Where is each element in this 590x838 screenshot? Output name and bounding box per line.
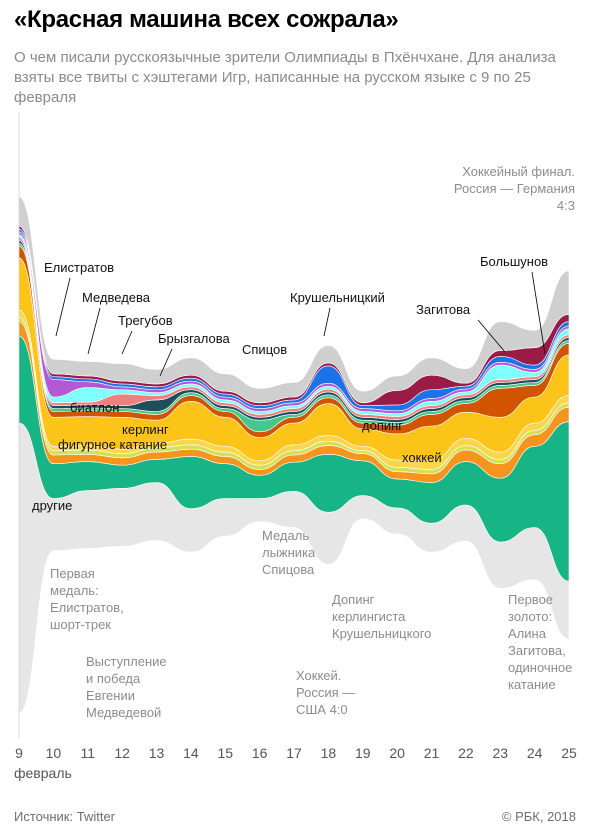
x-tick-label-25: 25 bbox=[561, 745, 577, 761]
x-tick-label-9: 9 bbox=[15, 745, 23, 761]
x-month-label: февраль bbox=[14, 765, 72, 781]
x-tick-label-23: 23 bbox=[492, 745, 508, 761]
leader-line-10 bbox=[121, 330, 133, 355]
event-annotation-7: Хоккейный финал. Россия — Германия 4:3 bbox=[454, 164, 575, 213]
leader-line-7 bbox=[477, 319, 506, 353]
x-tick-label-10: 10 bbox=[46, 745, 62, 761]
leader-line-9 bbox=[159, 348, 173, 377]
x-tick-label-24: 24 bbox=[527, 745, 543, 761]
source-note: Источник: Twitter bbox=[14, 809, 116, 824]
series-label-12: Елистратов bbox=[44, 260, 114, 275]
leader-line-14 bbox=[531, 271, 546, 355]
x-tick-label-16: 16 bbox=[252, 745, 268, 761]
x-tick-label-22: 22 bbox=[458, 745, 474, 761]
series-label-11: Медведева bbox=[82, 290, 151, 305]
x-tick-label-15: 15 bbox=[217, 745, 233, 761]
leader-line-11 bbox=[87, 307, 101, 355]
series-label-6: биатлон bbox=[70, 400, 119, 415]
leader-line-12 bbox=[55, 277, 71, 337]
series-label-3: фигурное катание bbox=[58, 437, 167, 452]
event-annotations: Первая медаль: Елистратов, шорт-трек Выступл… bbox=[50, 164, 575, 720]
series-label-10: Трегубов bbox=[118, 313, 173, 328]
x-tick-label-11: 11 bbox=[80, 745, 95, 761]
series-label-7: Загитова bbox=[416, 302, 471, 317]
leader-line-13 bbox=[323, 307, 331, 337]
x-tick-label-14: 14 bbox=[183, 745, 199, 761]
event-annotation-6: Первое золото: Алина Загитова, одиночное ката… bbox=[508, 592, 572, 692]
series-label-13: Крушельницкий bbox=[290, 290, 385, 305]
x-tick-label-17: 17 bbox=[286, 745, 302, 761]
x-tick-label-19: 19 bbox=[355, 745, 371, 761]
x-tick-label-21: 21 bbox=[424, 745, 440, 761]
x-tick-label-13: 13 bbox=[149, 745, 165, 761]
x-tick-label-20: 20 bbox=[389, 745, 405, 761]
series-label-5: допинг bbox=[362, 418, 403, 433]
series-label-2: хоккей bbox=[402, 450, 442, 465]
chart-title: «Красная машина всех сожрала» bbox=[14, 6, 399, 33]
event-annotation-4: Хоккей. Россия — США 4:0 bbox=[296, 668, 355, 717]
x-tick-label-12: 12 bbox=[114, 745, 130, 761]
x-tick-label-18: 18 bbox=[321, 745, 337, 761]
series-label-1: другие bbox=[32, 498, 72, 513]
event-annotation-3: Медаль лыжника Спицова bbox=[262, 528, 316, 577]
chart-subtitle: О чем писали русскоязычные зрители Олимп… bbox=[14, 49, 556, 106]
stream-layers bbox=[18, 196, 570, 714]
x-axis: 9 10 11 12 13 14 15 16 17 18 19 20 21 22 23 24 25 февраль bbox=[14, 112, 577, 781]
event-annotation-2: Выступление и победа Евгении Медведевой bbox=[86, 654, 167, 720]
stream-15 bbox=[18, 196, 570, 404]
event-annotation-5: Допинг керлингиста Крушельницкого bbox=[332, 592, 431, 641]
series-label-4: керлинг bbox=[122, 422, 169, 437]
event-annotation-1: Первая медаль: Елистратов, шорт-трек bbox=[50, 566, 124, 632]
series-label-8: Спицов bbox=[242, 342, 287, 357]
series-label-14: Большунов bbox=[480, 254, 548, 269]
copyright-note: © РБК, 2018 bbox=[501, 809, 576, 824]
series-label-9: Брызгалова bbox=[158, 331, 230, 346]
